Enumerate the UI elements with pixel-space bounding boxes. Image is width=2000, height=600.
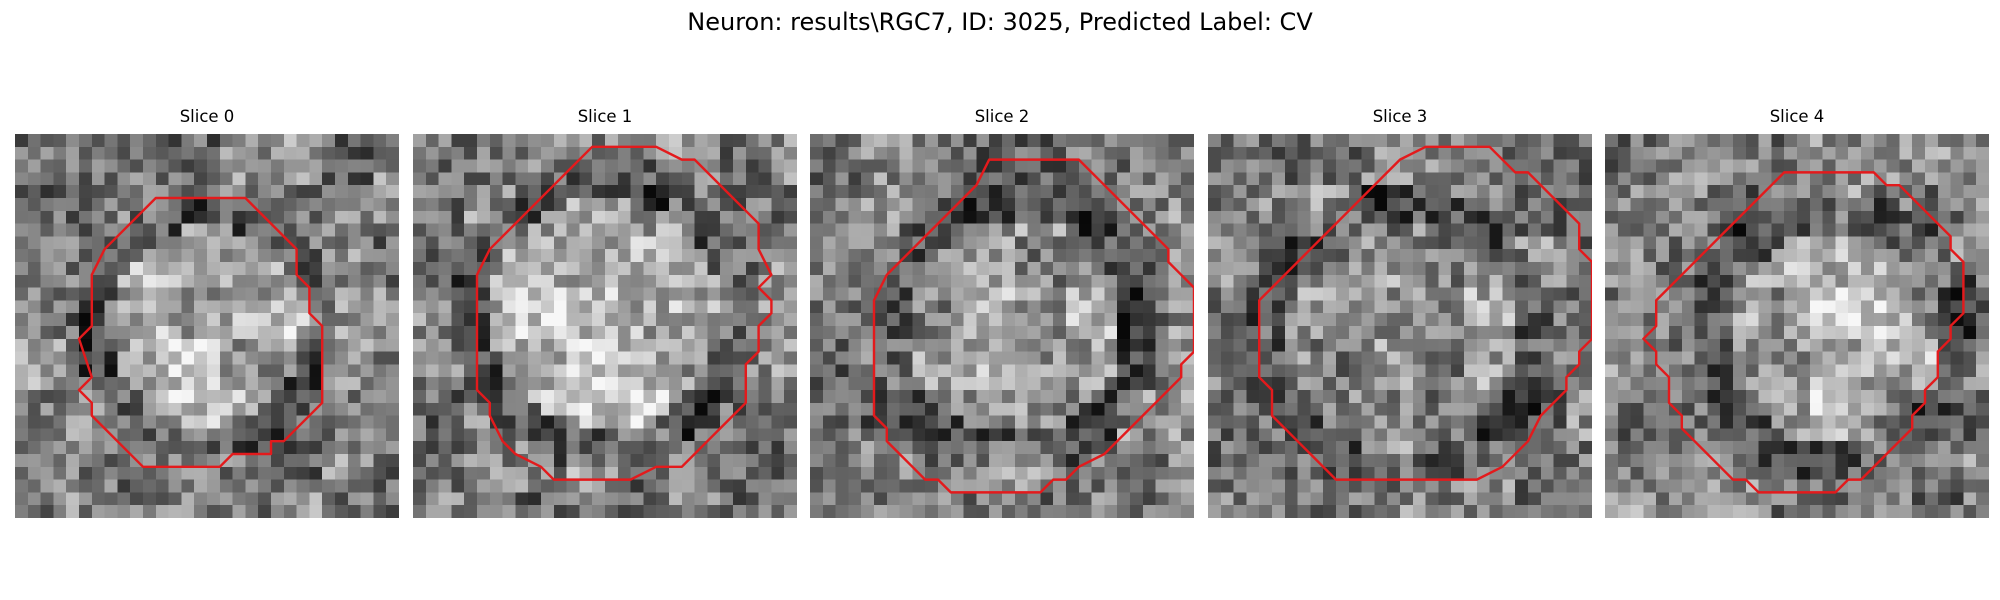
slice-image-1 — [413, 134, 797, 518]
neuron-contour — [872, 158, 1194, 494]
neuron-contour — [1257, 145, 1592, 481]
slice-title-3: Slice 3 — [1372, 107, 1428, 126]
pixel-grid — [1605, 134, 1989, 518]
pixel-grid — [810, 134, 1194, 518]
slice-panel-1: Slice 1 — [413, 106, 797, 544]
figure-title: Neuron: results\RGC7, ID: 3025, Predicte… — [687, 8, 1313, 36]
pixel-grid — [15, 134, 399, 518]
slice-title-4: Slice 4 — [1769, 107, 1825, 126]
slice-title-0: Slice 0 — [179, 107, 235, 126]
neuron-contour — [77, 196, 324, 469]
slice-panel-0: Slice 0 — [15, 106, 399, 544]
slice-title-1: Slice 1 — [577, 107, 633, 126]
slice-panel-3: Slice 3 — [1208, 106, 1592, 544]
slice-image-3 — [1208, 134, 1592, 518]
pixel-grid — [413, 134, 797, 518]
neuron-contour — [475, 145, 773, 481]
slice-image-0 — [15, 134, 399, 518]
slice-panel-4: Slice 4 — [1605, 106, 1989, 544]
neuron-contour — [1642, 171, 1965, 494]
slice-title-2: Slice 2 — [974, 107, 1030, 126]
slice-image-4 — [1605, 134, 1989, 518]
pixel-grid — [1208, 134, 1592, 518]
slice-panel-2: Slice 2 — [810, 106, 1194, 544]
slice-image-2 — [810, 134, 1194, 518]
